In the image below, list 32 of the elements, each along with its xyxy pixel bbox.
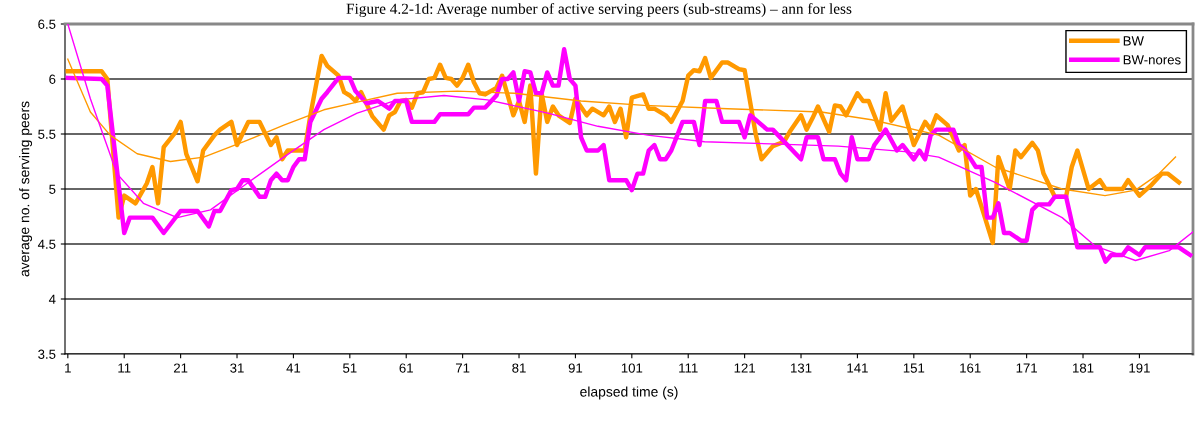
y-tick-label: 4.5 [37, 239, 56, 249]
y-axis-title: average no. of serving peers [19, 101, 33, 277]
y-tick-label: 6.5 [38, 19, 56, 29]
x-tick-label: 131 [791, 363, 812, 373]
y-tick-label: 4 [48, 294, 56, 304]
x-tick-label: 91 [568, 363, 583, 373]
x-tick-label: 151 [903, 363, 925, 373]
y-tick-label: 6 [49, 74, 56, 84]
x-tick-label: 171 [1016, 363, 1037, 373]
chart-title: Figure 4.2-1d: Average number of active serving peers (sub-streams) – ann for less [346, 3, 852, 18]
x-tick-label: 141 [847, 363, 868, 373]
legend-label: BW-nores [1123, 55, 1181, 65]
y-tick-label: 5.5 [38, 129, 56, 139]
x-tick-label: 111 [679, 363, 698, 373]
x-tick-label: 61 [399, 363, 413, 373]
x-tick-label: 11 [118, 363, 131, 373]
x-tick-label: 181 [1073, 363, 1094, 373]
x-tick-label: 51 [343, 363, 357, 373]
y-tick-label: 3.5 [38, 349, 56, 359]
x-tick-label: 101 [621, 363, 643, 373]
x-tick-label: 41 [286, 363, 301, 373]
x-tick-label: 161 [960, 363, 981, 373]
x-axis-title: elapsed time (s) [580, 386, 678, 400]
x-tick-label: 81 [512, 363, 526, 373]
y-tick-label: 5 [49, 184, 56, 194]
x-tick-label: 31 [230, 363, 244, 373]
x-tick-label: 71 [455, 363, 470, 373]
x-tick-label: 21 [173, 363, 188, 373]
x-tick-label: 121 [734, 363, 755, 373]
x-tick-label: 191 [1129, 363, 1150, 373]
x-tick-label: 1 [65, 363, 71, 373]
legend-label: BW [1123, 36, 1144, 46]
